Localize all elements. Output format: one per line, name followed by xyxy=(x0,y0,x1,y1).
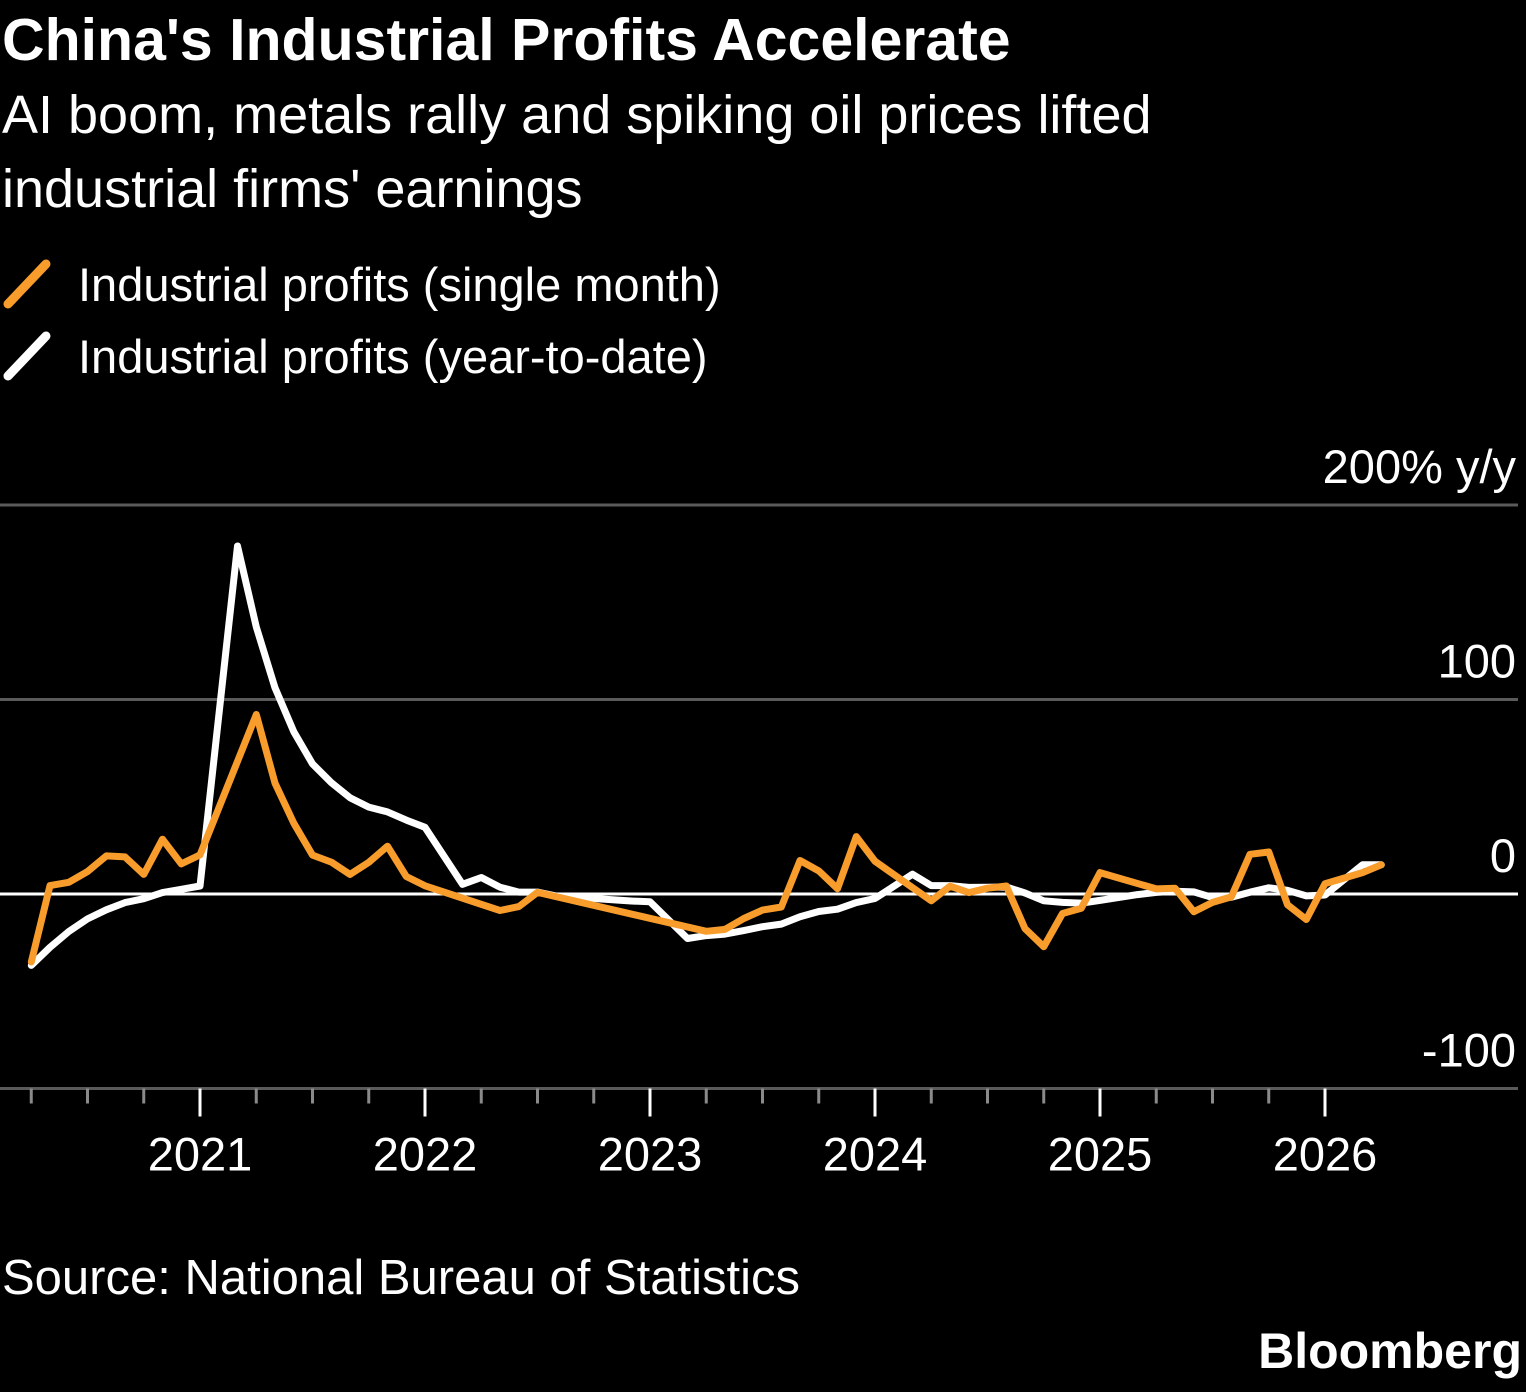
source-note: Source: National Bureau of Statistics xyxy=(2,1251,801,1305)
x-tick-label: 2024 xyxy=(823,1128,928,1181)
x-tick-label: 2022 xyxy=(373,1128,478,1181)
chart-subtitle-line-2: industrial firms' earnings xyxy=(2,159,583,219)
y-tick-label: 100 xyxy=(1438,635,1516,688)
chart-title: China's Industrial Profits Accelerate xyxy=(2,7,1011,73)
x-tick-label: 2023 xyxy=(598,1128,703,1181)
x-axis: 2021 2022 2023 2024 2025 2026 xyxy=(29,1088,1378,1181)
legend-swatch-white-icon xyxy=(3,331,51,381)
y-tick-label: 0 xyxy=(1490,829,1516,882)
chart-subtitle-line-1: AI boom, metals rally and spiking oil pr… xyxy=(2,85,1152,145)
x-tick-label: 2026 xyxy=(1273,1128,1378,1181)
series-line-year-to-date xyxy=(27,542,1385,969)
legend-label: Industrial profits (year-to-date) xyxy=(78,329,708,383)
series-line-single-month xyxy=(27,711,1385,966)
legend-item-single-month: Industrial profits (single month) xyxy=(0,254,721,314)
series-lines xyxy=(27,542,1385,969)
x-tick-label: 2021 xyxy=(148,1128,253,1181)
gridlines xyxy=(0,503,1518,1090)
legend-label: Industrial profits (single month) xyxy=(78,257,721,311)
x-tick-label: 2025 xyxy=(1048,1128,1153,1181)
legend-item-year-to-date: Industrial profits (year-to-date) xyxy=(0,326,708,386)
y-tick-label: 200% y/y xyxy=(1323,440,1517,493)
bloomberg-logo: Bloomberg xyxy=(1258,1323,1522,1379)
y-axis-labels: 200% y/y 100 0 -100 xyxy=(1323,440,1517,1077)
legend-swatch-orange-icon xyxy=(3,259,51,309)
y-tick-label: -100 xyxy=(1422,1024,1516,1077)
